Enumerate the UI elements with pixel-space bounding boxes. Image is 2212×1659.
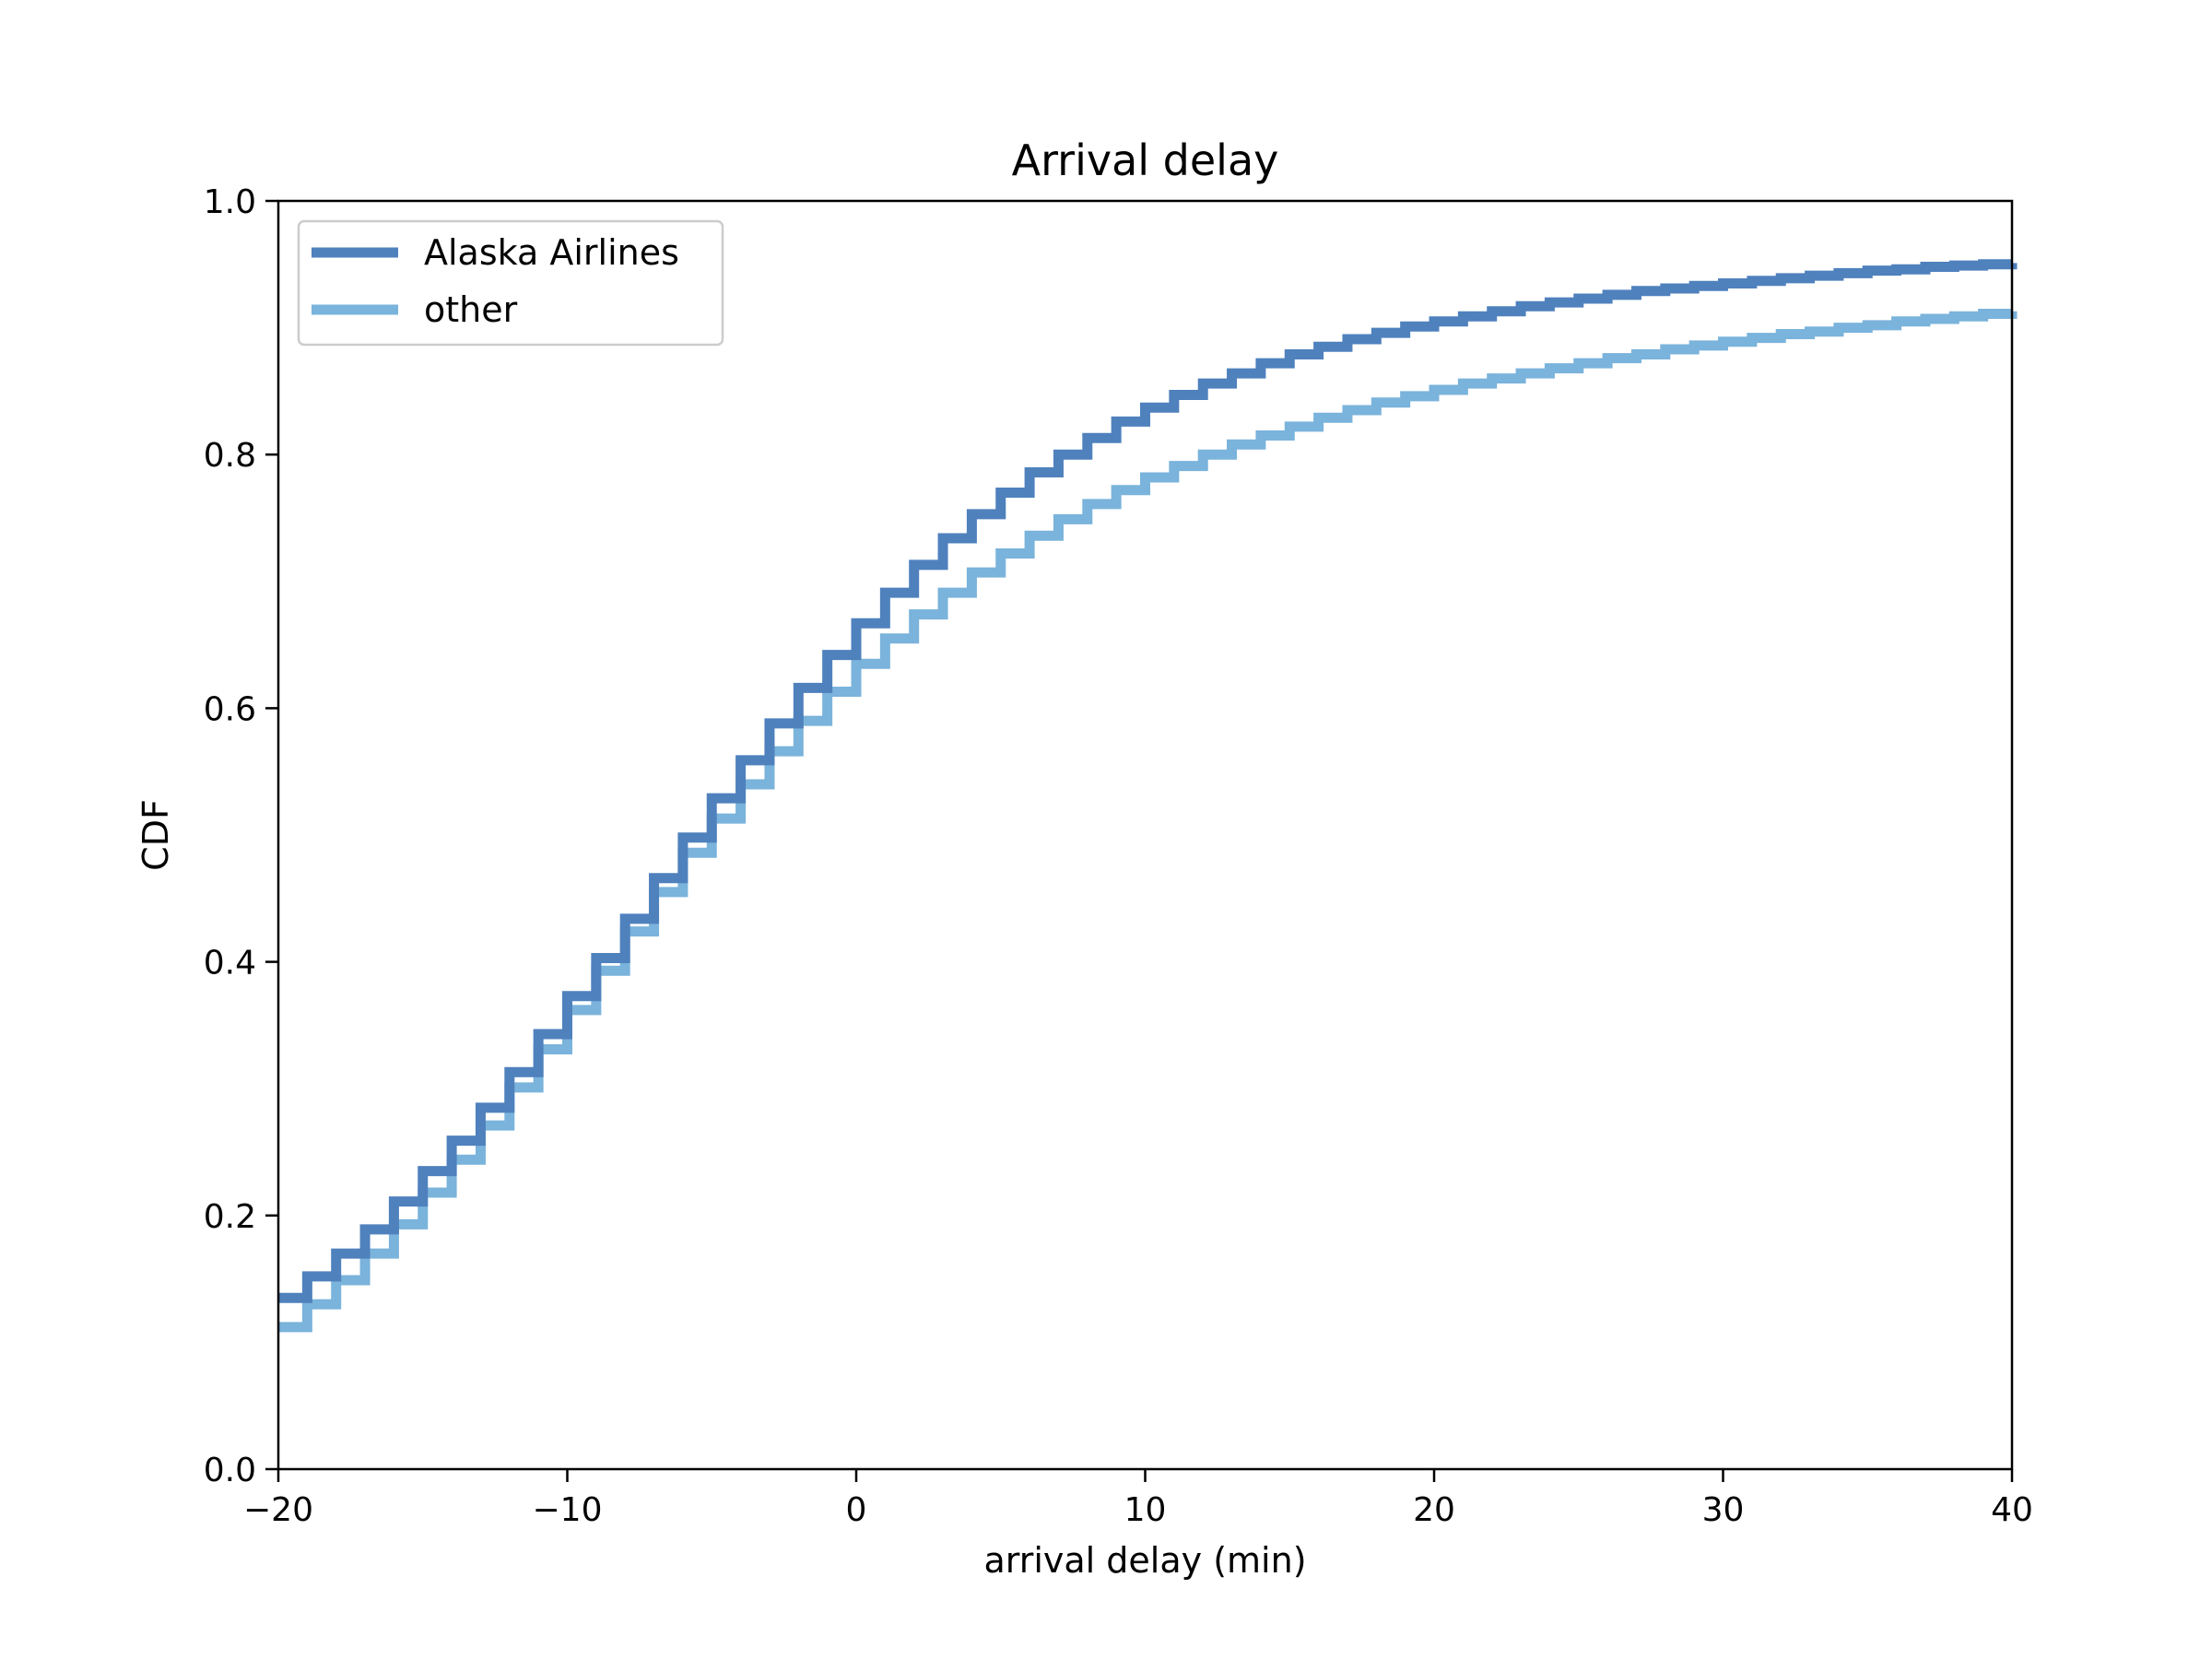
- x-tick-label: 40: [1991, 1491, 2033, 1529]
- y-axis-label: CDF: [135, 799, 176, 871]
- x-tick-label: −10: [533, 1491, 603, 1529]
- y-tick-label: 0.4: [204, 945, 256, 982]
- y-tick-label: 0.6: [204, 690, 256, 728]
- y-tick-label: 1.0: [204, 183, 256, 221]
- legend: Alaska Airlines other: [297, 219, 724, 347]
- x-tick-label: 0: [846, 1491, 867, 1529]
- y-tick-label: 0.0: [204, 1452, 256, 1489]
- x-tick-label: −20: [243, 1491, 313, 1529]
- y-tick-label: 0.2: [204, 1198, 256, 1236]
- x-axis-label: arrival delay (min): [983, 1540, 1306, 1581]
- x-tick-label: 20: [1413, 1491, 1455, 1529]
- y-axis: 0.0 0.2 0.4 0.6 0.8 1.0: [204, 183, 278, 1489]
- chart-title: Arrival delay: [1012, 135, 1279, 185]
- legend-box: [297, 219, 724, 347]
- legend-label-other: other: [424, 289, 518, 330]
- series-line-alaska-airlines: [278, 259, 2018, 1303]
- legend-label-alaska-airlines: Alaska Airlines: [424, 232, 679, 273]
- series-layer: [278, 259, 2018, 1333]
- x-tick-label: 10: [1124, 1491, 1167, 1529]
- x-tick-label: 30: [1702, 1491, 1745, 1529]
- x-axis: −20 −10 0 10 20 30 40: [243, 1469, 2033, 1529]
- y-tick-label: 0.8: [204, 437, 256, 475]
